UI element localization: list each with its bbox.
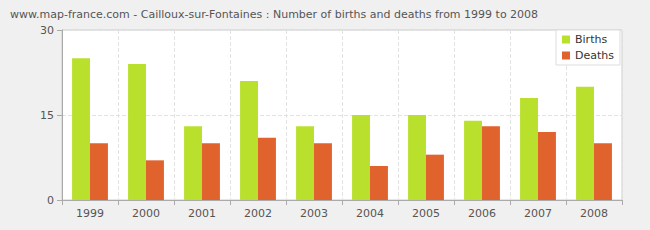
svg-text:2005: 2005 — [412, 207, 440, 220]
svg-text:Deaths: Deaths — [575, 49, 614, 62]
svg-text:2008: 2008 — [580, 207, 608, 220]
svg-text:Births: Births — [575, 33, 607, 46]
svg-text:2003: 2003 — [300, 207, 328, 220]
svg-text:0: 0 — [47, 194, 54, 207]
svg-text:2007: 2007 — [524, 207, 552, 220]
svg-text:30: 30 — [40, 24, 54, 37]
svg-text:www.map-france.com - Cailloux-: www.map-france.com - Cailloux-sur-Fontai… — [10, 8, 538, 21]
svg-text:1999: 1999 — [76, 207, 104, 220]
svg-text:2001: 2001 — [188, 207, 216, 220]
svg-text:15: 15 — [40, 109, 54, 122]
svg-text:2004: 2004 — [356, 207, 384, 220]
svg-text:2000: 2000 — [132, 207, 160, 220]
svg-text:2002: 2002 — [244, 207, 272, 220]
svg-text:2006: 2006 — [468, 207, 496, 220]
